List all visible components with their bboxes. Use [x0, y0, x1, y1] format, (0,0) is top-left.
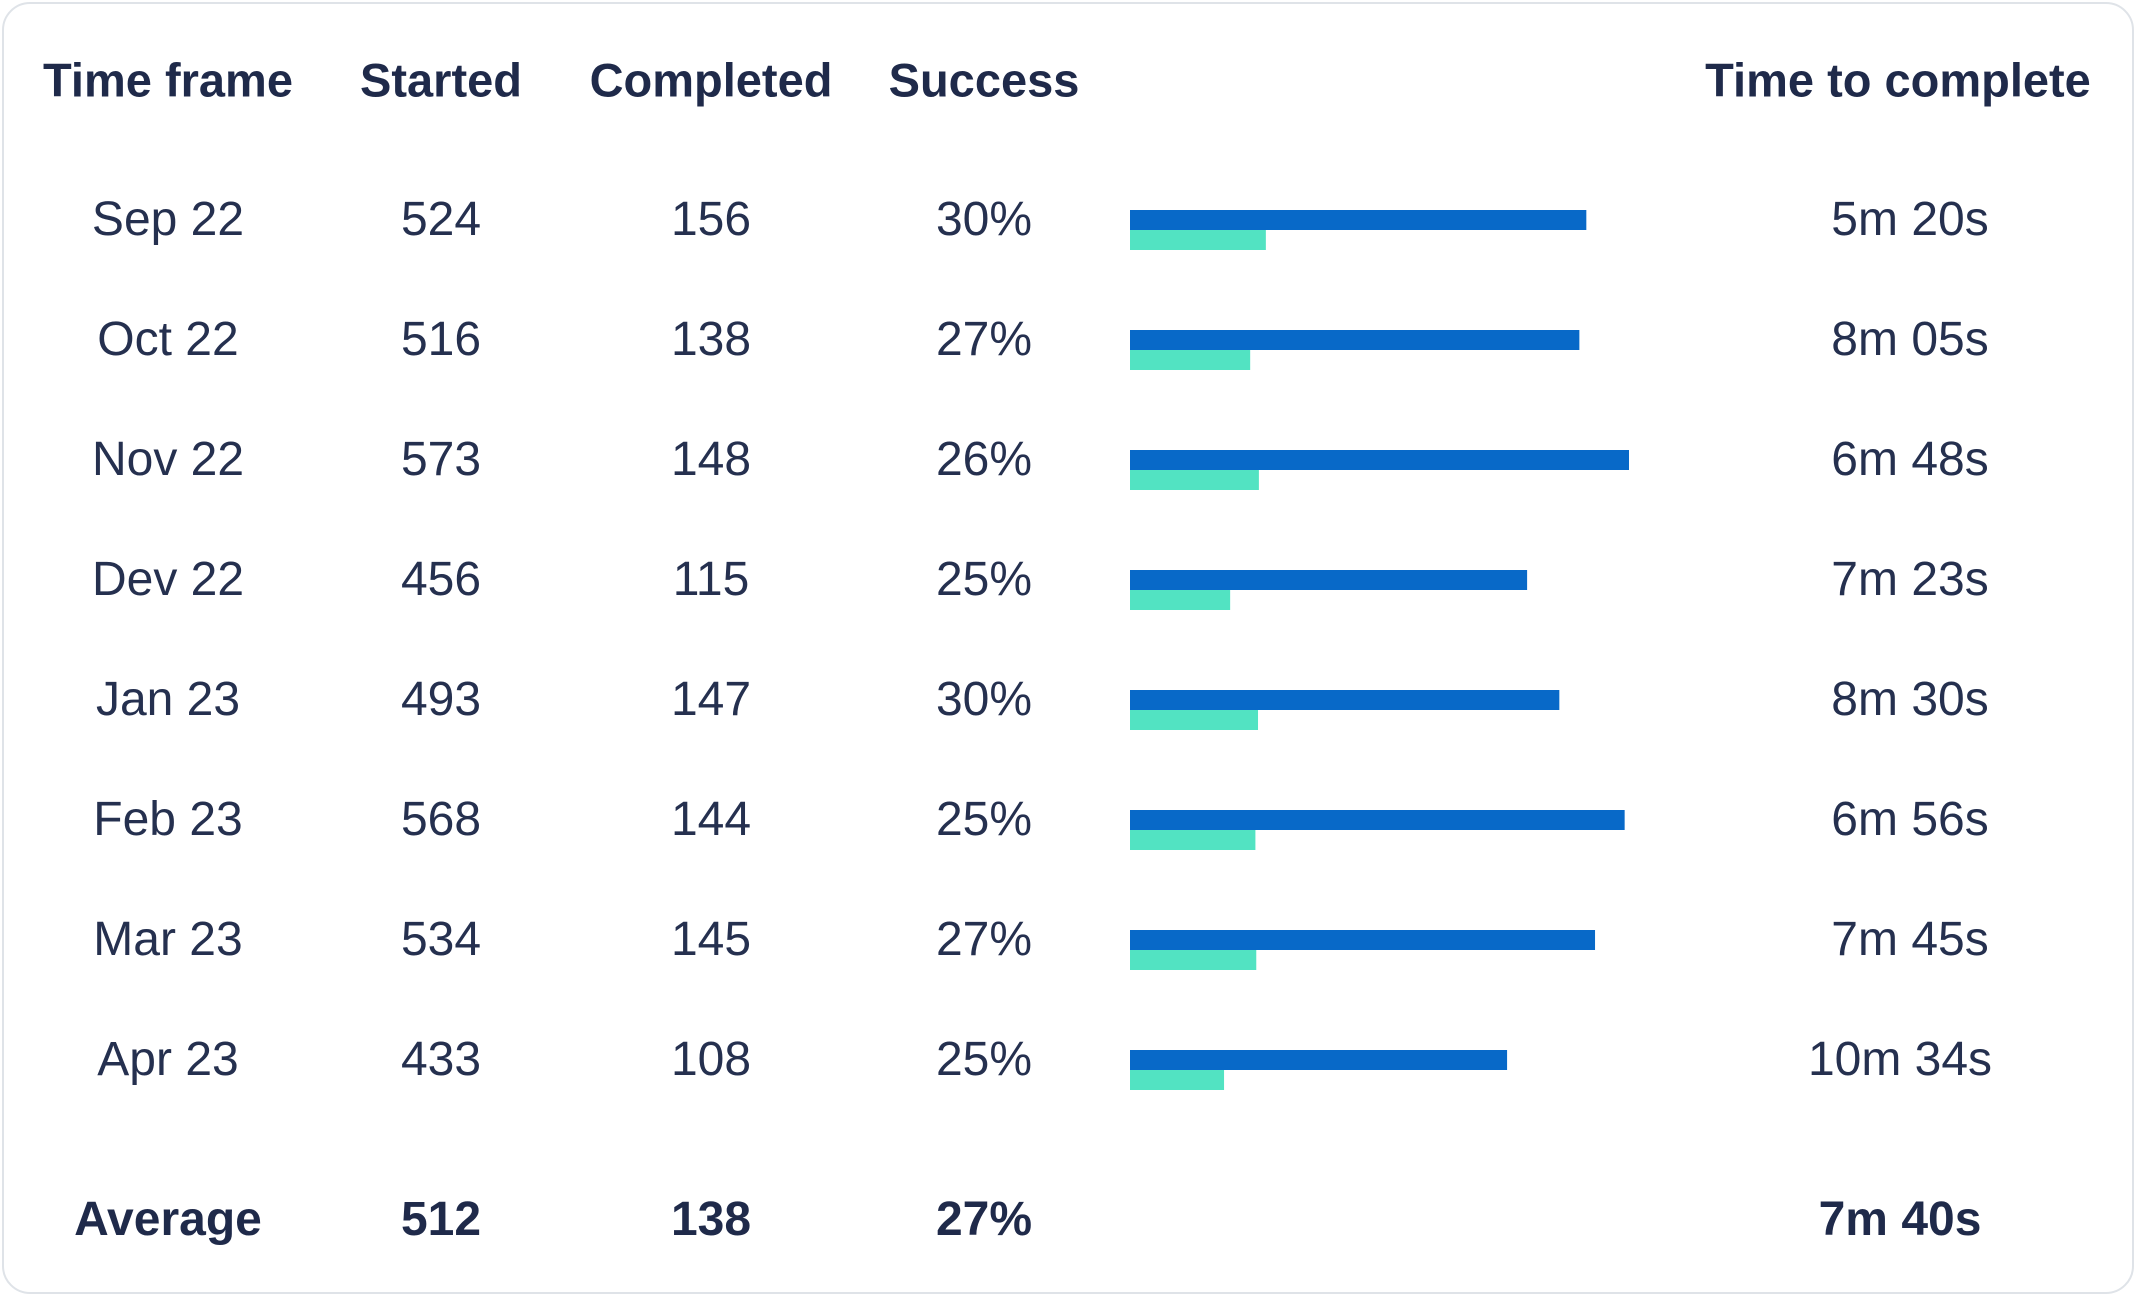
cell-time-frame: Feb 23: [93, 793, 243, 846]
cell-success: 27%: [935, 913, 1033, 966]
bar-started: [1130, 930, 1596, 950]
cell-time-to-complete: 8m 30s: [1831, 673, 1989, 726]
cell-time-frame: Nov 22: [91, 433, 245, 486]
cell-completed: 138: [670, 313, 752, 366]
cell-started: 456: [400, 553, 482, 606]
cell-success: 27%: [935, 313, 1033, 366]
average-completed: 138: [670, 1193, 752, 1246]
cell-completed: 145: [670, 913, 752, 966]
bar-completed: [1130, 230, 1266, 250]
header-completed: Completed: [589, 53, 833, 107]
cell-started: 433: [400, 1033, 482, 1086]
bar-completed: [1130, 710, 1259, 730]
cell-time-to-complete: 8m 05s: [1831, 313, 1989, 366]
cell-success: 25%: [935, 553, 1033, 606]
cell-started: 573: [400, 433, 482, 486]
bar-completed: [1130, 950, 1257, 970]
bar-started: [1130, 210, 1587, 230]
cell-completed: 144: [670, 793, 752, 846]
cell-time-to-complete: 6m 48s: [1831, 433, 1989, 486]
cell-completed: 115: [672, 553, 750, 606]
bar-completed: [1130, 1070, 1225, 1090]
bar-completed: [1130, 830, 1256, 850]
cell-success: 30%: [935, 673, 1033, 726]
cell-time-to-complete: 7m 23s: [1831, 553, 1989, 606]
bar-completed: [1130, 590, 1231, 610]
bar-started: [1130, 450, 1629, 470]
cell-started: 516: [400, 313, 482, 366]
header-time-frame: Time frame: [43, 53, 293, 107]
average-label: Average: [74, 1193, 262, 1246]
cell-started: 534: [400, 913, 482, 966]
cell-time-frame: Apr 23: [97, 1033, 239, 1086]
average-time-to-complete: 7m 40s: [1818, 1193, 1982, 1246]
cell-time-frame: Jan 23: [95, 673, 241, 726]
bar-started: [1130, 330, 1580, 350]
bar-started: [1130, 810, 1625, 830]
cell-started: 493: [400, 673, 482, 726]
cell-time-to-complete: 10m 34s: [1807, 1033, 1993, 1086]
average-success: 27%: [935, 1193, 1033, 1246]
bar-started: [1130, 570, 1528, 590]
cell-success: 30%: [935, 193, 1033, 246]
cell-time-frame: Sep 22: [91, 193, 245, 246]
cell-started: 568: [400, 793, 482, 846]
cell-started: 524: [400, 193, 482, 246]
cell-time-to-complete: 6m 56s: [1831, 793, 1989, 846]
cell-success: 25%: [935, 793, 1033, 846]
header-time-to-complete: Time to complete: [1705, 53, 2091, 107]
cell-completed: 148: [670, 433, 752, 486]
cell-completed: 108: [670, 1033, 752, 1086]
bar-started: [1130, 690, 1560, 710]
cell-success: 25%: [935, 1033, 1033, 1086]
cell-time-to-complete: 5m 20s: [1831, 193, 1989, 246]
header-success: Success: [888, 53, 1080, 107]
cell-time-frame: Dev 22: [91, 553, 245, 606]
bar-completed: [1130, 470, 1259, 490]
cell-completed: 147: [670, 673, 752, 726]
bar-started: [1130, 1050, 1508, 1070]
cell-time-frame: Mar 23: [93, 913, 243, 966]
cell-completed: 156: [670, 193, 752, 246]
cell-time-to-complete: 7m 45s: [1831, 913, 1989, 966]
cell-success: 26%: [935, 433, 1033, 486]
bar-completed: [1130, 350, 1251, 370]
cell-time-frame: Oct 22: [97, 313, 239, 366]
header-started: Started: [360, 53, 522, 107]
average-started: 512: [400, 1193, 482, 1246]
